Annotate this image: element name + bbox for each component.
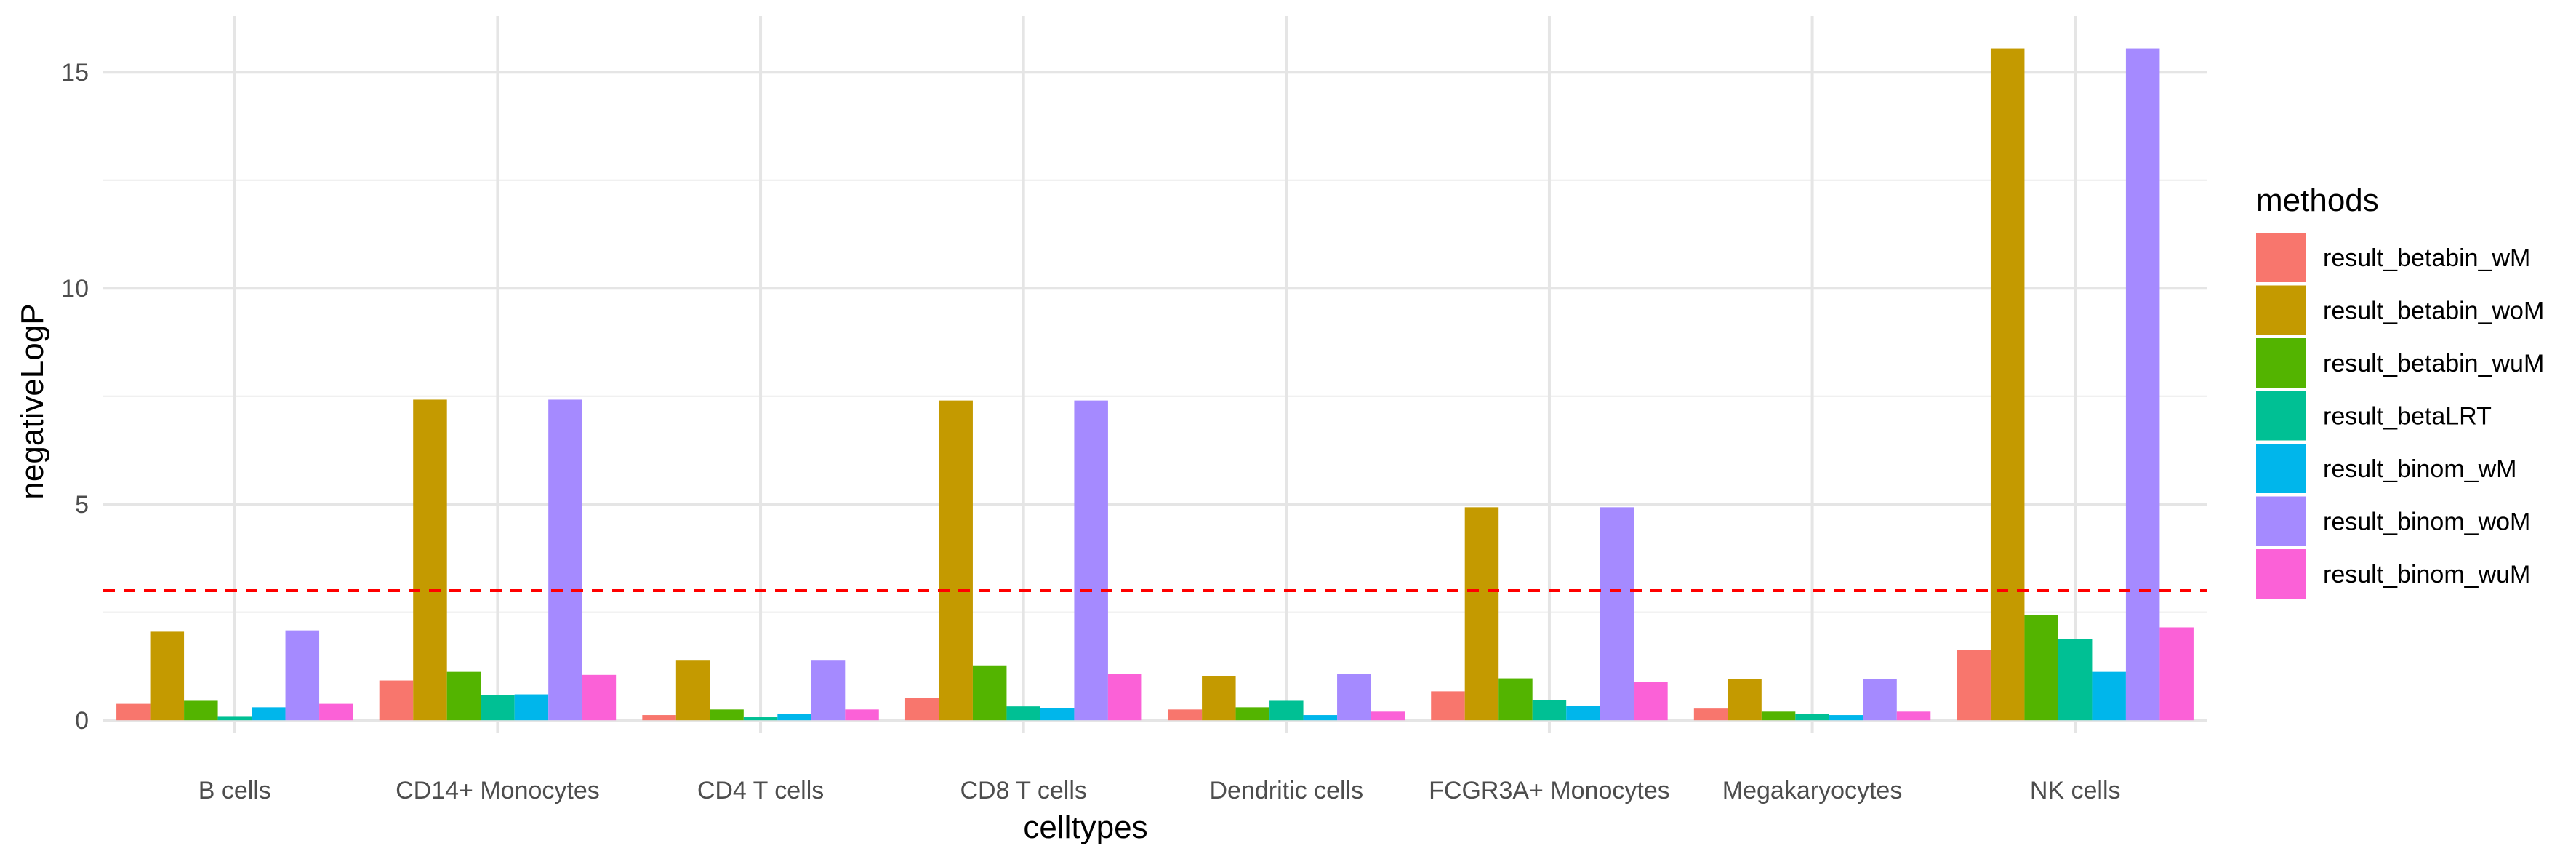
- bar: [413, 399, 447, 721]
- legend-key: [2256, 338, 2306, 388]
- bar: [939, 400, 973, 721]
- bar: [548, 399, 582, 721]
- bar: [1006, 706, 1040, 721]
- bar: [1990, 48, 2025, 721]
- y-tick-label: 0: [75, 707, 89, 735]
- bar: [1532, 700, 1567, 721]
- bar: [319, 703, 353, 721]
- x-tick-label: FCGR3A+ Monocytes: [1429, 777, 1670, 804]
- bar: [811, 660, 846, 721]
- x-axis-label: celltypes: [1023, 810, 1147, 845]
- bar: [2092, 671, 2126, 721]
- bar: [1168, 709, 1203, 721]
- grid-lines: [103, 16, 2207, 733]
- bar: [1107, 674, 1142, 721]
- bar: [1371, 711, 1405, 721]
- bar: [1040, 708, 1075, 721]
- legend-key: [2256, 444, 2306, 493]
- bar: [1829, 715, 1863, 721]
- bar: [252, 707, 286, 721]
- bar: [2058, 639, 2093, 721]
- legend-key: [2256, 391, 2306, 441]
- legend-title: methods: [2256, 183, 2379, 218]
- bar: [1269, 700, 1304, 721]
- bar: [743, 717, 778, 721]
- bar: [1566, 706, 1600, 721]
- legend-key: [2256, 285, 2306, 335]
- legend-items: result_betabin_wM result_betabin_woMresul…: [2256, 233, 2544, 599]
- y-axis-ticks: 0 5 10 15: [61, 59, 89, 735]
- y-tick-label: 15: [61, 59, 89, 87]
- x-tick-label: NK cells: [2030, 777, 2121, 804]
- bar: [845, 709, 879, 721]
- bar: [1863, 679, 1897, 721]
- bar: [675, 660, 710, 721]
- bar: [1431, 691, 1465, 721]
- y-tick-label: 10: [61, 275, 89, 303]
- y-tick-label: 5: [75, 491, 89, 519]
- legend-key: [2256, 496, 2306, 546]
- legend-label: result_binom_wuM: [2323, 561, 2530, 588]
- y-axis-label: negativeLogP: [15, 303, 50, 499]
- bar: [2024, 615, 2058, 721]
- x-tick-label: CD14+ Monocytes: [396, 777, 600, 804]
- bar: [1728, 679, 1762, 721]
- bar: [1498, 678, 1533, 721]
- bar: [1235, 707, 1270, 721]
- x-tick-label: Dendritic cells: [1210, 777, 1364, 804]
- bar: [1074, 400, 1108, 721]
- x-tick-label: Megakaryocytes: [1722, 777, 1903, 804]
- bar: [116, 703, 151, 721]
- bar: [1693, 708, 1728, 721]
- bar: [777, 714, 811, 721]
- bar: [285, 630, 320, 721]
- bars: [116, 48, 2194, 721]
- bar: [710, 709, 744, 721]
- bar: [2159, 627, 2194, 721]
- x-tick-label: B cells: [198, 777, 271, 804]
- x-tick-label: CD4 T cells: [697, 777, 824, 804]
- bar: [379, 680, 414, 721]
- x-tick-label: CD8 T cells: [960, 777, 1086, 804]
- bar: [446, 671, 481, 721]
- bar: [1337, 674, 1371, 721]
- legend-key: [2256, 233, 2306, 282]
- legend-label: result_betabin_woM: [2323, 297, 2544, 325]
- bar: [2125, 48, 2160, 721]
- bar: [1634, 682, 1668, 721]
- legend-label: result_betabin_wuM: [2323, 350, 2544, 377]
- bar: [184, 700, 218, 721]
- legend-label: result_binom_woM: [2323, 508, 2530, 536]
- bar: [514, 694, 549, 721]
- bar: [150, 631, 185, 721]
- legend-key: [2256, 549, 2306, 599]
- bar: [972, 665, 1007, 721]
- bar: [1202, 676, 1236, 721]
- bar: [1303, 715, 1338, 721]
- legend-label: result_betaLRT: [2323, 403, 2492, 431]
- bar: [642, 715, 676, 721]
- bar: [481, 695, 515, 721]
- bar: [904, 698, 939, 721]
- bar: [582, 674, 617, 721]
- legend: methods result_betabin_wMresult_betabin_…: [2256, 183, 2544, 599]
- bar: [1464, 507, 1499, 721]
- legend-label: result_betabin_wM: [2323, 244, 2530, 272]
- bar: [1761, 711, 1796, 721]
- legend-label: result_binom_wM: [2323, 455, 2516, 483]
- bar: [1957, 650, 1991, 721]
- x-axis-ticks: B cells CD14+ Monocytes CD4 T cells CD8 T c…: [198, 777, 2121, 804]
- bar: [1600, 507, 1634, 721]
- bar: [1795, 714, 1829, 721]
- bar: [217, 716, 252, 721]
- bar: [1896, 711, 1931, 721]
